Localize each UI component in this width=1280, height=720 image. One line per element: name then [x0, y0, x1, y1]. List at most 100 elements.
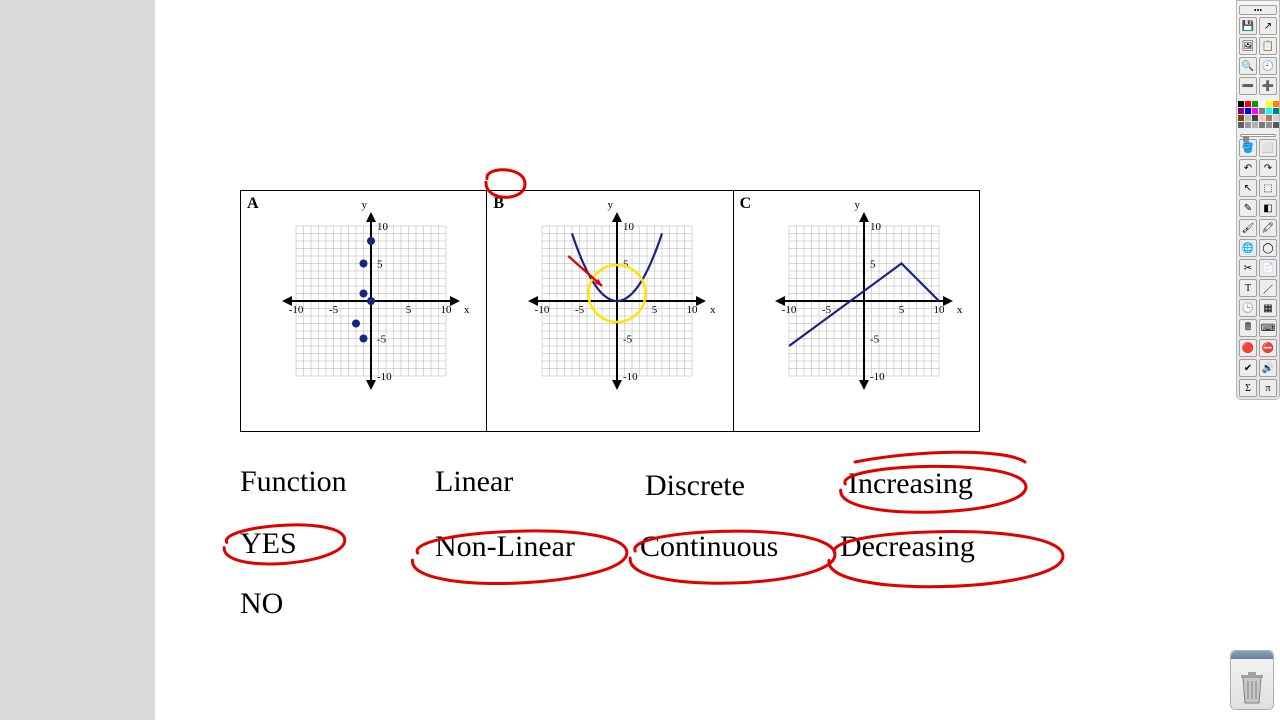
svg-text:-5: -5 [377, 334, 387, 346]
tool-select[interactable]: ⬚ [1259, 179, 1277, 197]
toolbar-collapse[interactable]: ••• [1239, 5, 1277, 15]
tool-stop[interactable]: ⛔ [1259, 339, 1277, 357]
svg-text:-10: -10 [623, 371, 638, 383]
tool-grid[interactable]: ▦ [1259, 299, 1277, 317]
svg-text:10: 10 [377, 221, 389, 233]
svg-text:5: 5 [623, 259, 629, 271]
trash-icon [1238, 671, 1266, 705]
svg-text:-10: -10 [781, 304, 796, 316]
swatch[interactable] [1273, 122, 1279, 128]
swatch[interactable] [1266, 115, 1272, 121]
svg-text:x: x [464, 304, 470, 316]
swatch[interactable] [1238, 122, 1244, 128]
swatch[interactable] [1259, 101, 1265, 107]
svg-text:-10: -10 [870, 371, 885, 383]
swatch[interactable] [1238, 115, 1244, 121]
tool-globe[interactable]: 🌐 [1239, 239, 1257, 257]
svg-text:y: y [854, 201, 860, 211]
panel-A-label: A [247, 195, 259, 213]
svg-text:10: 10 [870, 221, 882, 233]
svg-text:10: 10 [687, 304, 699, 316]
swatch[interactable] [1273, 115, 1279, 121]
swatch[interactable] [1259, 115, 1265, 121]
tool-shape[interactable]: ◯ [1259, 239, 1277, 257]
tool-erase[interactable]: ◧ [1259, 199, 1277, 217]
svg-text:x: x [710, 304, 716, 316]
tool-pointer[interactable]: ↖ [1239, 179, 1257, 197]
word-nonlinear: Non-Linear [435, 530, 575, 564]
tool-speak[interactable]: 🔊 [1259, 359, 1277, 377]
svg-text:10: 10 [933, 304, 945, 316]
tool-highlight[interactable]: 🖍 [1259, 219, 1277, 237]
tool-clock[interactable]: 🕒 [1239, 299, 1257, 317]
swatch[interactable] [1238, 108, 1244, 114]
swatch[interactable] [1252, 101, 1258, 107]
tool-paste[interactable]: 📄 [1259, 259, 1277, 277]
trash-bin[interactable] [1230, 650, 1274, 710]
svg-text:5: 5 [870, 259, 876, 271]
toolbar: •••💾↗🖼📋🔍🕘➖➕🪣⬜↶↷↖⬚✎◧🖌🖍🌐◯✂📄T／🕒▦🖩⌨🔴⛔✔🔊Σπ [1236, 0, 1280, 400]
swatch[interactable] [1245, 108, 1251, 114]
svg-text:x: x [957, 304, 963, 316]
tool-zoomout[interactable]: ➖ [1239, 77, 1257, 95]
word-linear: Linear [435, 465, 513, 499]
swatch[interactable] [1273, 101, 1279, 107]
tool-pi[interactable]: π [1259, 379, 1277, 397]
left-gutter [0, 0, 155, 720]
tool-copy[interactable]: 📋 [1259, 37, 1277, 55]
swatch[interactable] [1266, 122, 1272, 128]
tool-brush[interactable]: 🖌 [1239, 219, 1257, 237]
tool-redo[interactable]: ↷ [1259, 159, 1277, 177]
tool-zoomin[interactable]: ➕ [1259, 77, 1277, 95]
word-no: NO [240, 587, 283, 621]
swatch[interactable] [1252, 115, 1258, 121]
tool-blank[interactable]: ⬜ [1259, 139, 1277, 157]
tool-pen[interactable]: ✎ [1239, 199, 1257, 217]
svg-text:10: 10 [623, 221, 635, 233]
swatch[interactable] [1252, 108, 1258, 114]
tool-export[interactable]: ↗ [1259, 17, 1277, 35]
swatch[interactable] [1259, 108, 1265, 114]
color-palette[interactable] [1238, 101, 1279, 128]
swatch[interactable] [1245, 115, 1251, 121]
word-discrete: Discrete [645, 469, 745, 503]
tool-rec[interactable]: 🔴 [1239, 339, 1257, 357]
tool-cut[interactable]: ✂ [1239, 259, 1257, 277]
swatch[interactable] [1238, 101, 1244, 107]
tool-undo[interactable]: ↶ [1239, 159, 1257, 177]
svg-text:10: 10 [441, 304, 453, 316]
tool-calc[interactable]: 🖩 [1239, 319, 1257, 337]
word-decreasing: Decreasing [840, 530, 975, 564]
svg-text:y: y [362, 201, 368, 211]
whiteboard[interactable]: A -10-5510105-5-10xy B -10-5510105-5-10x… [155, 0, 1280, 720]
tool-search[interactable]: 🔍 [1239, 57, 1257, 75]
tool-keys[interactable]: ⌨ [1259, 319, 1277, 337]
svg-text:-5: -5 [623, 334, 633, 346]
word-function-header: Function [240, 465, 347, 499]
svg-text:-10: -10 [289, 304, 304, 316]
thickness-slider[interactable] [1240, 134, 1276, 137]
swatch[interactable] [1259, 122, 1265, 128]
swatch[interactable] [1273, 108, 1279, 114]
swatch[interactable] [1245, 122, 1251, 128]
swatch[interactable] [1266, 108, 1272, 114]
tool-image[interactable]: 🖼 [1239, 37, 1257, 55]
tool-history[interactable]: 🕘 [1259, 57, 1277, 75]
swatch[interactable] [1245, 101, 1251, 107]
graph-B: -10-5510105-5-10xy [517, 201, 717, 421]
swatch[interactable] [1266, 101, 1272, 107]
word-yes: YES [240, 527, 297, 561]
tool-text[interactable]: T [1239, 279, 1257, 297]
tool-sigma[interactable]: Σ [1239, 379, 1257, 397]
tool-save[interactable]: 💾 [1239, 17, 1257, 35]
svg-text:5: 5 [898, 304, 904, 316]
svg-text:-10: -10 [377, 371, 392, 383]
swatch[interactable] [1252, 122, 1258, 128]
tool-check[interactable]: ✔ [1239, 359, 1257, 377]
svg-text:5: 5 [377, 259, 383, 271]
tool-line[interactable]: ／ [1259, 279, 1277, 297]
word-continuous: Continuous [640, 530, 778, 564]
svg-text:-5: -5 [822, 304, 832, 316]
panel-B-label: B [493, 195, 504, 213]
panel-C-label: C [740, 195, 752, 213]
